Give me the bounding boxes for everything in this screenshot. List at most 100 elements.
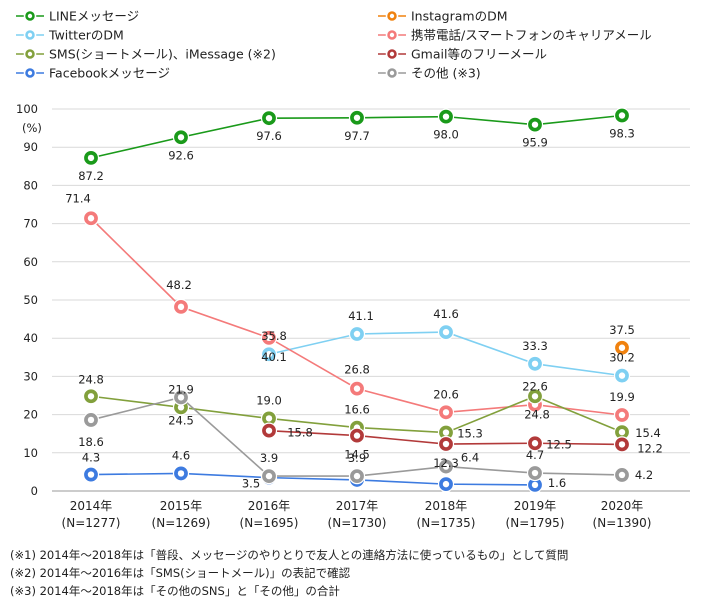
data-label: 98.3	[609, 126, 635, 140]
data-point-center	[265, 114, 273, 122]
x-tick-sublabel: (N=1735)	[417, 516, 476, 530]
data-point-center	[531, 469, 539, 477]
data-label: 3.5	[242, 477, 260, 491]
data-label: 21.9	[168, 382, 194, 396]
data-point-center	[265, 351, 273, 358]
legend-item: その他 (※3)	[378, 66, 481, 81]
data-point-center	[353, 432, 361, 439]
data-point-center	[442, 328, 450, 336]
y-tick-label: 80	[23, 178, 38, 192]
data-label: 4.7	[526, 448, 544, 462]
x-tick-label: 2019年	[514, 499, 557, 513]
data-label: 26.8	[344, 363, 370, 377]
data-label: 97.7	[344, 129, 370, 143]
data-label: 30.2	[609, 351, 635, 365]
data-point-center	[531, 440, 539, 447]
data-label: 19.0	[256, 393, 282, 407]
data-label: 15.4	[635, 426, 661, 440]
legend-item: InstagramのDM	[378, 9, 508, 24]
x-tick-label: 2020年	[601, 499, 644, 513]
data-label: 35.8	[261, 329, 287, 343]
legend-marker-center	[27, 51, 33, 57]
data-label: 40.1	[261, 350, 287, 364]
data-point-center	[265, 334, 273, 342]
legend-label: 携帯電話/スマートフォンのキャリアメール	[411, 28, 652, 43]
legend-label: SMS(ショートメール)、iMessage (※2)	[49, 47, 276, 62]
series	[613, 339, 631, 356]
data-label: 48.2	[166, 278, 192, 292]
data-label: 4.2	[635, 468, 653, 482]
x-tick-sublabel: (N=1730)	[328, 516, 387, 530]
data-point-center	[618, 344, 626, 351]
data-label: 3.9	[348, 451, 366, 465]
data-label: 41.1	[348, 309, 374, 323]
data-label: 4.3	[82, 451, 100, 465]
data-point-center	[353, 114, 361, 121]
y-tick-label: 20	[23, 408, 38, 422]
legend-item: 携帯電話/スマートフォンのキャリアメール	[378, 28, 652, 43]
data-label: 15.8	[287, 426, 313, 440]
legend-item: Gmail等のフリーメール	[378, 47, 547, 62]
data-point-center	[618, 441, 626, 448]
data-point-center	[177, 303, 185, 311]
legend-item: LINEメッセージ	[16, 9, 139, 24]
data-point-center	[442, 480, 450, 488]
x-tick-sublabel: (N=1695)	[240, 516, 299, 530]
data-label: 20.6	[433, 387, 459, 401]
x-tick-label: 2018年	[425, 499, 468, 513]
legend-item: SMS(ショートメール)、iMessage (※2)	[16, 47, 276, 62]
data-label: 19.9	[609, 390, 635, 404]
data-point-center	[177, 404, 185, 411]
legend-item: TwitterのDM	[16, 28, 124, 43]
data-label: 24.8	[524, 407, 550, 421]
data-label: 24.5	[168, 413, 194, 427]
footnotes: (※1) 2014年～2018年は「普段、メッセージのやりとりで友人との連絡方法…	[10, 546, 568, 600]
data-point-center	[353, 385, 361, 392]
x-tick-label: 2015年	[160, 499, 203, 513]
series-line	[90, 472, 536, 486]
data-point-center	[531, 360, 539, 367]
y-tick-label: 60	[23, 255, 38, 269]
data-label: 4.6	[172, 448, 190, 462]
legend-item: Facebookメッセージ	[16, 66, 170, 81]
data-point-center	[531, 481, 539, 489]
data-label: 14.5	[344, 448, 370, 462]
legend-marker-center	[27, 70, 33, 76]
legend-label: Facebookメッセージ	[49, 66, 170, 81]
x-tick-label: 2016年	[248, 499, 291, 513]
data-label: 97.6	[256, 129, 282, 143]
series	[82, 107, 631, 166]
y-tick-label: 70	[23, 217, 38, 231]
data-label: 3.9	[260, 451, 278, 465]
legend-label: TwitterのDM	[48, 28, 124, 43]
data-point-center	[618, 471, 626, 479]
data-point-center	[442, 113, 450, 120]
data-point-center	[353, 472, 361, 480]
data-point-center	[442, 463, 450, 470]
y-tick-label: 30	[23, 369, 38, 383]
data-label: 87.2	[78, 169, 104, 183]
x-tick-label: 2014年	[70, 499, 113, 513]
legend-label: InstagramのDM	[411, 9, 508, 24]
data-point-center	[353, 330, 361, 338]
legend-marker-center	[27, 32, 33, 38]
legend-marker-center	[389, 32, 395, 38]
series	[82, 465, 544, 493]
x-tick-sublabel: (N=1277)	[62, 516, 121, 530]
data-point-center	[618, 411, 626, 419]
data-point-center	[531, 393, 539, 400]
data-point-center	[265, 472, 273, 480]
data-label: 18.6	[78, 435, 104, 449]
data-label: 1.6	[548, 476, 566, 490]
legend-label: LINEメッセージ	[49, 9, 139, 24]
data-label: 37.5	[609, 323, 635, 337]
data-point-center	[442, 440, 450, 448]
x-tick-sublabel: (N=1269)	[152, 516, 211, 530]
data-point-center	[87, 215, 95, 222]
data-point-center	[87, 393, 95, 400]
data-point-center	[265, 415, 273, 422]
data-point-center	[177, 394, 185, 401]
legend-label: Gmail等のフリーメール	[411, 47, 547, 62]
data-label: 12.2	[637, 441, 663, 455]
data-label: 71.4	[65, 191, 91, 205]
